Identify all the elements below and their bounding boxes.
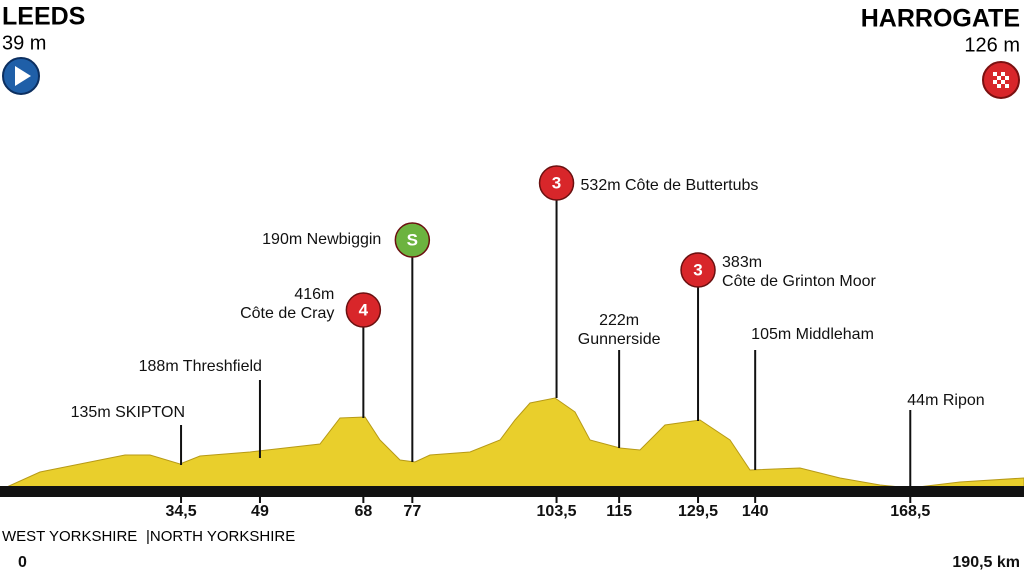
waypoint-label: 383m bbox=[722, 254, 762, 271]
finish-altitude: 126 m bbox=[964, 34, 1020, 56]
km-label: 34,5 bbox=[165, 503, 196, 520]
waypoint-label: 188m Threshfield bbox=[139, 358, 262, 375]
category-icon bbox=[394, 222, 431, 258]
start-name: LEEDS bbox=[2, 3, 85, 31]
km-label: 49 bbox=[251, 503, 269, 520]
region-left: WEST YORKSHIRE bbox=[2, 528, 137, 545]
waypoint-label: Gunnerside bbox=[578, 331, 661, 348]
waypoint-label: 416m bbox=[294, 286, 334, 303]
finish-icon bbox=[982, 61, 1020, 99]
category-icon bbox=[345, 292, 382, 328]
category-icon bbox=[680, 252, 716, 288]
km-label: 168,5 bbox=[890, 503, 930, 520]
distance-start: 0 bbox=[18, 554, 27, 571]
finish-name: HARROGATE bbox=[861, 5, 1020, 33]
category-label: 4 bbox=[359, 300, 369, 319]
km-label: 115 bbox=[606, 503, 632, 520]
km-label: 140 bbox=[742, 503, 769, 520]
category-label: 3 bbox=[693, 260, 702, 279]
waypoint-label: 532m Côte de Buttertubs bbox=[581, 177, 759, 194]
waypoint-label: 105m Middleham bbox=[751, 326, 874, 343]
waypoint-label: 44m Ripon bbox=[907, 392, 984, 409]
waypoint-label: Côte de Grinton Moor bbox=[722, 273, 877, 290]
distance-end: 190,5 km bbox=[952, 554, 1020, 571]
km-label: 77 bbox=[403, 503, 421, 520]
waypoint-label: 222m bbox=[599, 312, 639, 329]
region-right: |NORTH YORKSHIRE bbox=[146, 528, 295, 545]
waypoint-label: Côte de Cray bbox=[240, 305, 334, 322]
waypoint-label: 190m Newbiggin bbox=[262, 231, 381, 248]
category-label: S bbox=[407, 230, 418, 249]
category-label: 3 bbox=[552, 173, 561, 192]
km-label: 68 bbox=[354, 503, 372, 520]
terrain bbox=[0, 397, 1024, 491]
category-icon bbox=[538, 165, 575, 201]
waypoint-label: 135m SKIPTON bbox=[71, 404, 185, 421]
baseline-bar bbox=[0, 486, 1024, 497]
km-label: 103,5 bbox=[537, 503, 577, 520]
start-icon bbox=[2, 57, 40, 95]
start-altitude: 39 m bbox=[2, 32, 46, 54]
km-label: 129,5 bbox=[678, 503, 718, 520]
